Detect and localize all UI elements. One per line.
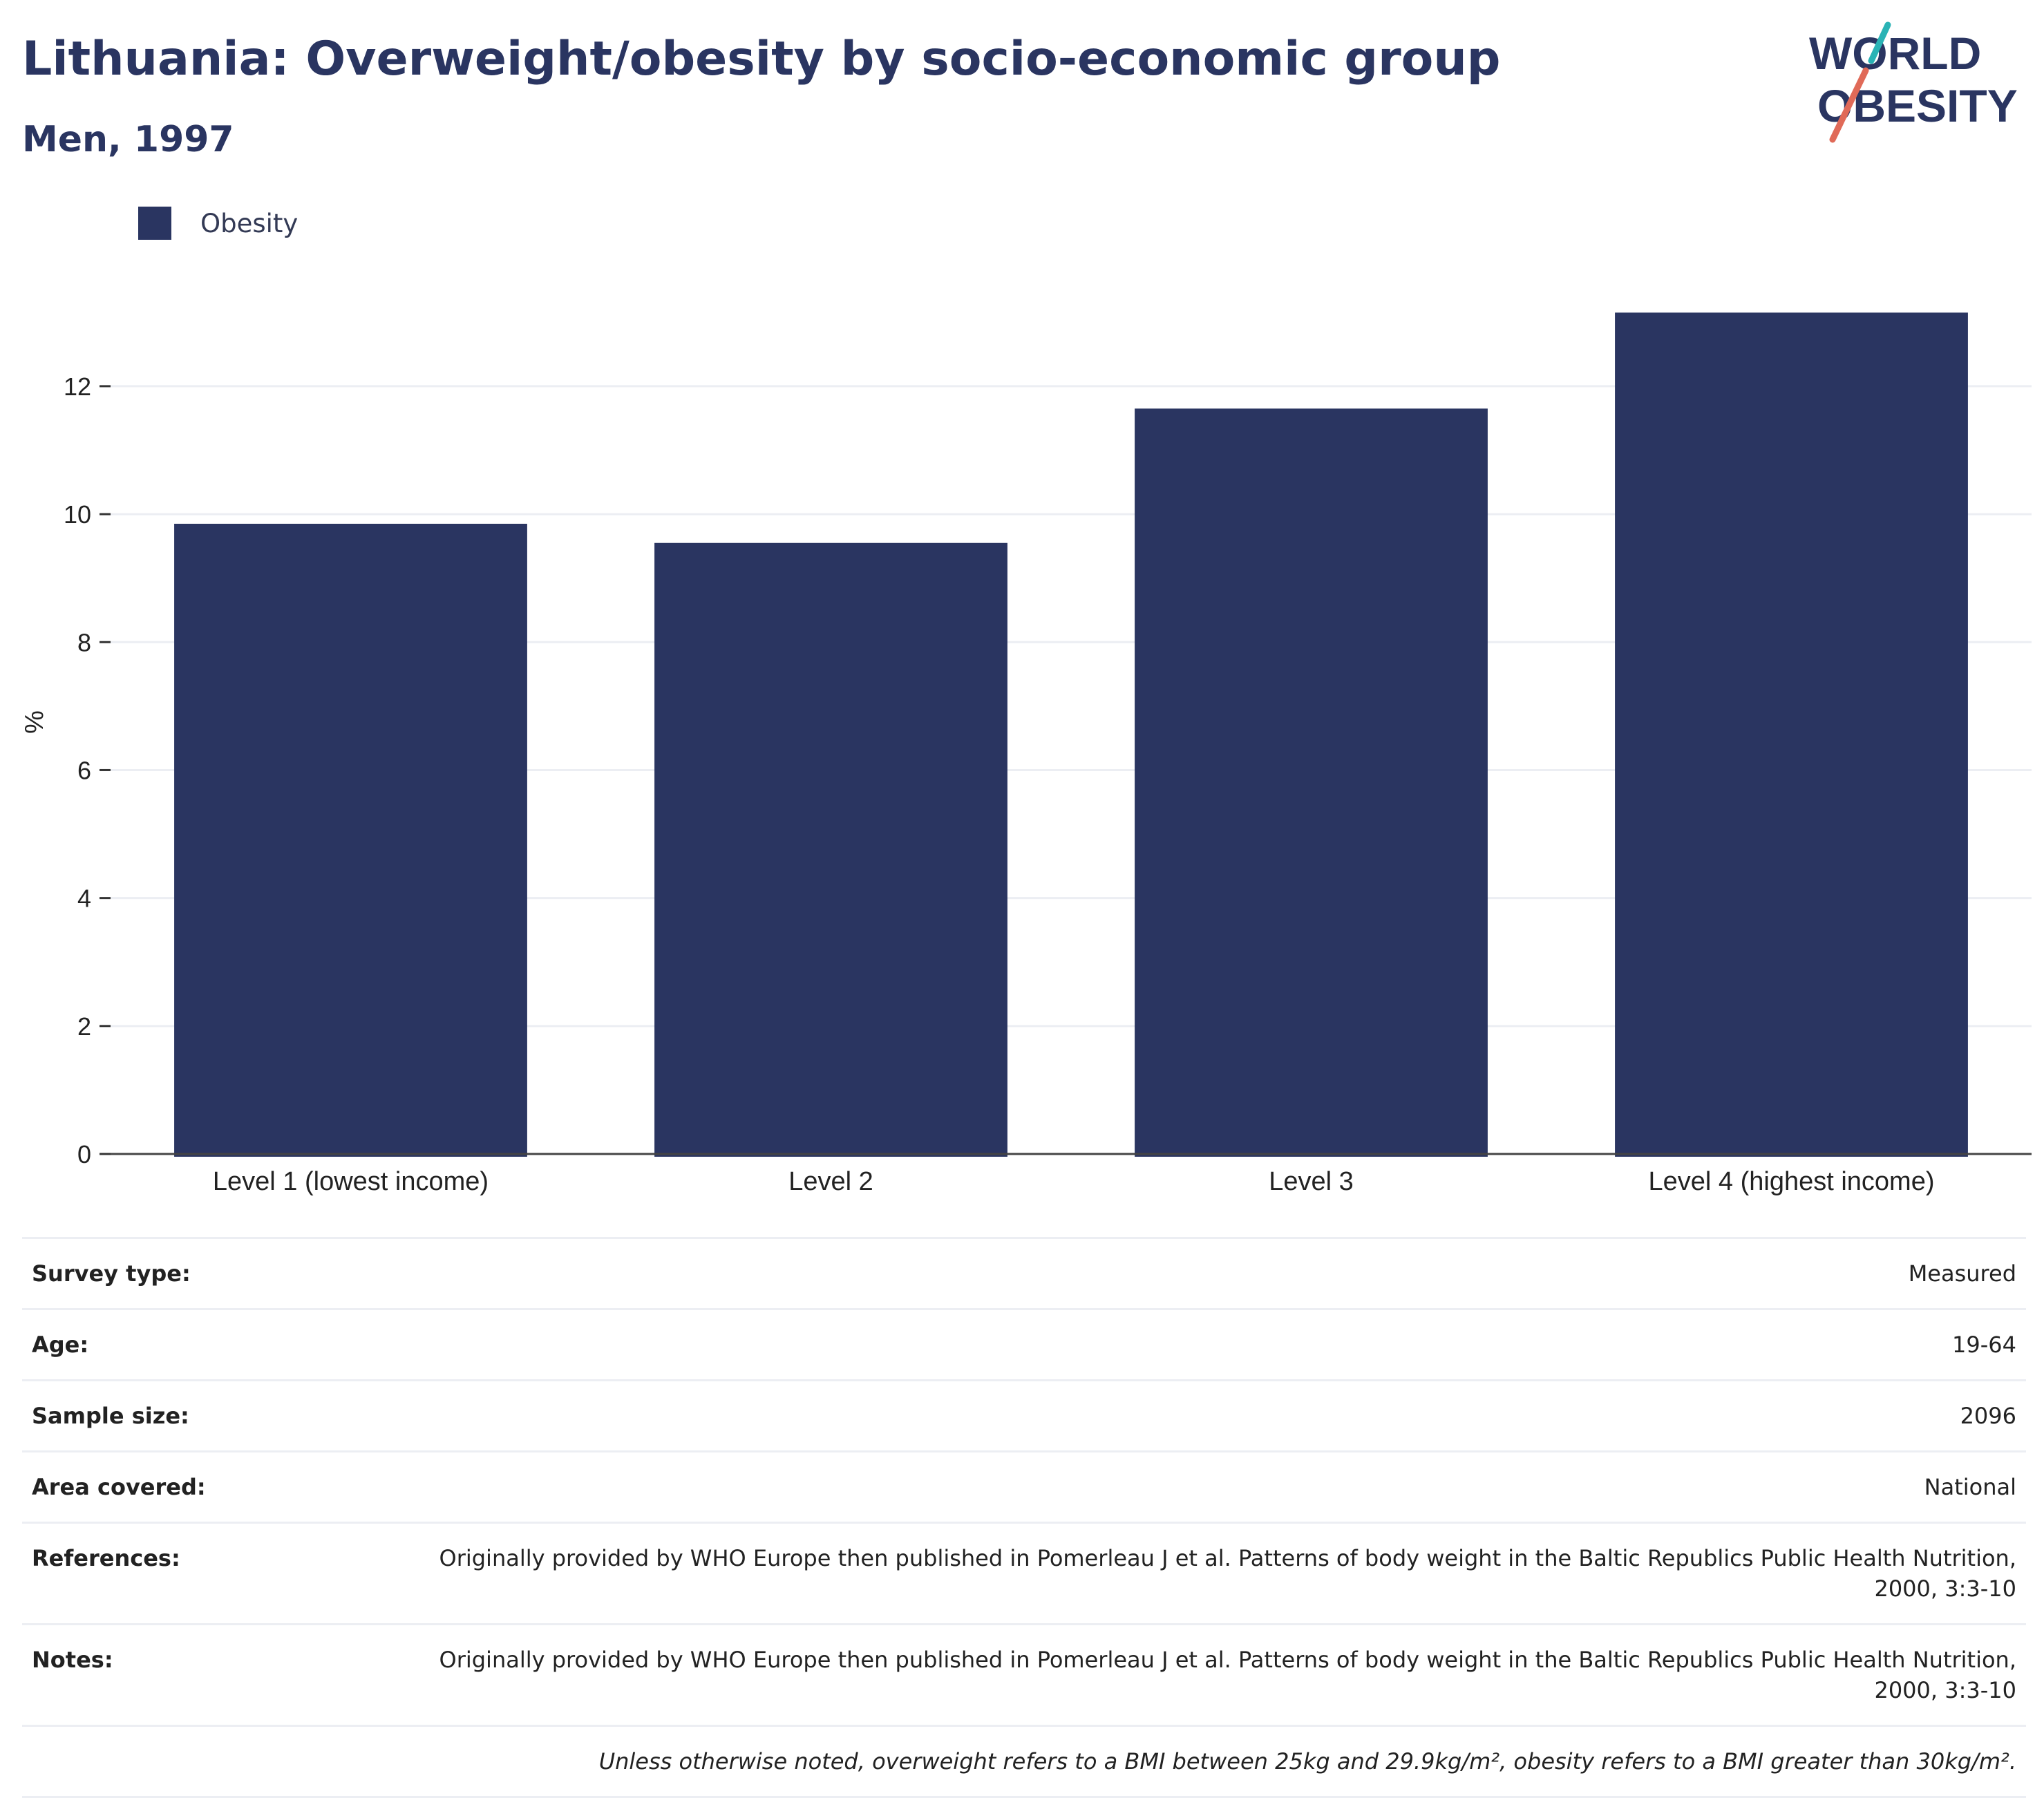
details-value: 2096: [387, 1379, 2026, 1452]
details-value: Originally provided by WHO Europe then p…: [387, 1623, 2026, 1727]
y-tick-label: 12: [64, 372, 91, 401]
chart-subtitle: Men, 1997: [22, 119, 234, 160]
details-value: National: [387, 1450, 2026, 1524]
details-row-age: Age: 19-64: [22, 1308, 2026, 1381]
details-row-sample-size: Sample size: 2096: [22, 1379, 2026, 1452]
y-axis-label: %: [20, 710, 49, 734]
y-tick-label: 4: [77, 884, 91, 913]
details-row-notes: Notes: Originally provided by WHO Europe…: [22, 1623, 2026, 1727]
details-value: 19-64: [387, 1308, 2026, 1381]
details-key: Area covered:: [22, 1450, 387, 1524]
y-tick-label: 0: [77, 1140, 91, 1168]
details-value: Measured: [387, 1237, 2026, 1310]
bar-2: [654, 542, 1007, 1157]
details-key: Sample size:: [22, 1379, 387, 1452]
details-key: Age:: [22, 1308, 387, 1381]
bar-3: [1135, 408, 1488, 1157]
details-key: Notes:: [22, 1623, 387, 1727]
legend: Obesity: [138, 206, 298, 240]
x-tick-label: Level 1 (lowest income): [213, 1167, 489, 1196]
x-tick-label: Level 3: [1269, 1167, 1354, 1196]
logo-line-1: WORLD: [1809, 28, 1981, 79]
legend-swatch-obesity: [138, 207, 171, 240]
bar-1: [174, 523, 527, 1157]
legend-label-obesity: Obesity: [200, 208, 299, 238]
details-row-survey-type: Survey type: Measured: [22, 1237, 2026, 1310]
details-row-footnote: Unless otherwise noted, overweight refer…: [22, 1725, 2026, 1798]
details-row-references: References: Originally provided by WHO E…: [22, 1522, 2026, 1625]
world-obesity-logo: WORLD OBESITY: [1809, 21, 2018, 143]
bmi-footnote: Unless otherwise noted, overweight refer…: [22, 1725, 2026, 1798]
logo-coral-slash: [1829, 67, 1869, 143]
logo-teal-slash: [1868, 21, 1891, 64]
bar-4: [1615, 312, 1968, 1157]
bar-chart: 0 2 4 6 8 10 12% Level 1 (lowest income) Level 2…: [20, 312, 2032, 1196]
survey-details-table: Survey type: Measured Age: 19-64 Sample …: [22, 1237, 2026, 1798]
details-value: Originally provided by WHO Europe then p…: [387, 1522, 2026, 1625]
details-row-area-covered: Area covered: National: [22, 1450, 2026, 1524]
y-tick-label: 8: [77, 628, 91, 656]
chart-title: Lithuania: Overweight/obesity by socio-e…: [22, 32, 1501, 86]
details-key: References:: [22, 1522, 387, 1625]
y-tick-label: 2: [77, 1012, 91, 1041]
y-tick-label: 10: [64, 500, 91, 529]
details-key: Survey type:: [22, 1237, 387, 1310]
y-tick-label: 6: [77, 756, 91, 784]
x-tick-label: Level 4 (highest income): [1649, 1167, 1935, 1196]
x-tick-label: Level 2: [788, 1167, 873, 1196]
